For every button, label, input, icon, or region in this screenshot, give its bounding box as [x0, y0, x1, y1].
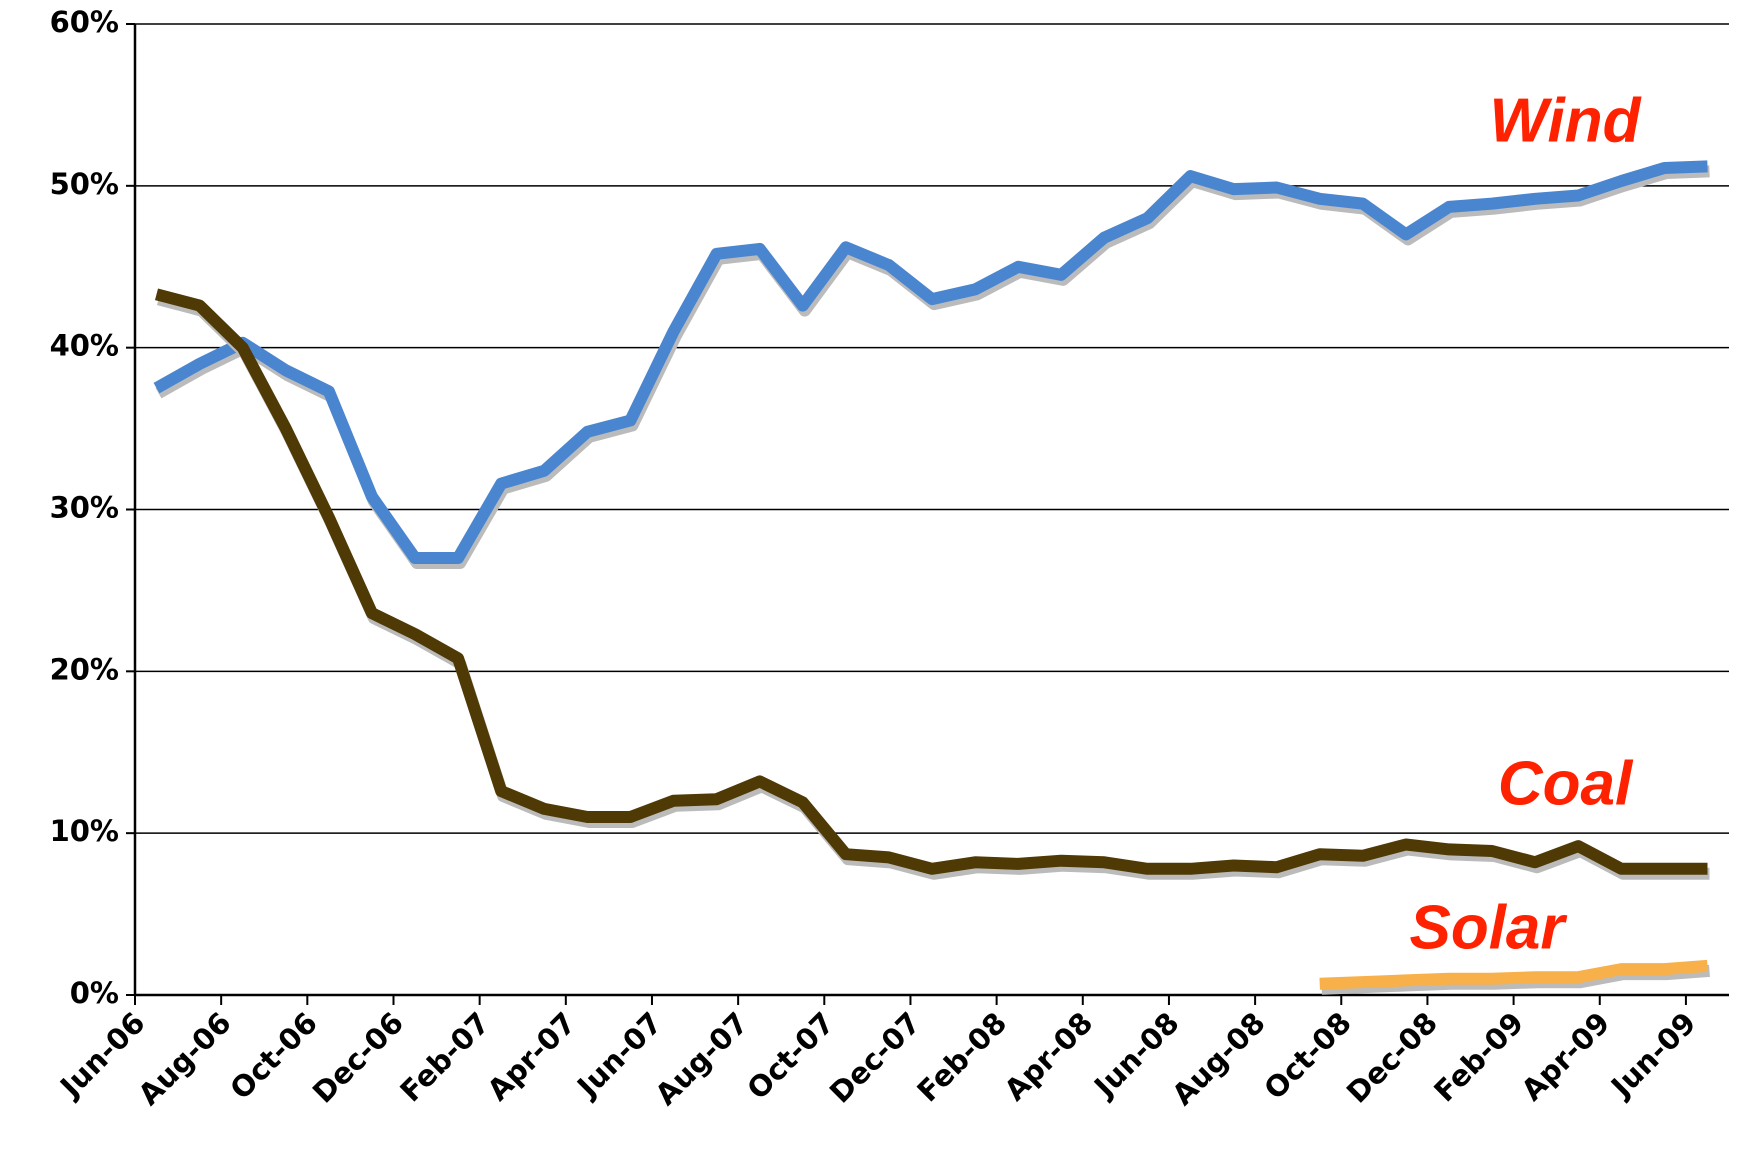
x-tick-label: Feb-07 — [393, 1006, 496, 1109]
y-tick-label: 0% — [70, 976, 119, 1010]
series-line — [1319, 959, 1708, 990]
x-tick-label: Dec-08 — [1340, 1006, 1444, 1110]
y-tick-label: 60% — [50, 5, 119, 39]
y-tick-label: 50% — [50, 167, 119, 201]
x-tick-label: Apr-08 — [998, 1006, 1100, 1108]
x-tick-label: Apr-07 — [481, 1006, 583, 1108]
series-label: Wind — [1490, 86, 1642, 155]
x-tick-label: Apr-09 — [1515, 1006, 1617, 1108]
x-tick-label: Oct-06 — [223, 1006, 323, 1106]
x-tick-label: Dec-06 — [306, 1006, 410, 1110]
x-tick-label: Oct-07 — [740, 1006, 840, 1106]
series-label: Coal — [1498, 749, 1634, 818]
x-tick-label: Jun-09 — [1603, 1006, 1702, 1105]
x-tick-label: Feb-08 — [910, 1006, 1013, 1109]
line-shadow — [155, 165, 1710, 569]
x-tick-label: Aug-08 — [1165, 1006, 1271, 1112]
line-shadow — [156, 293, 1710, 880]
y-tick-label: 20% — [50, 652, 119, 686]
series-label: Solar — [1409, 893, 1567, 962]
x-tick-label: Aug-06 — [132, 1006, 238, 1112]
x-tick-label: Aug-07 — [648, 1006, 754, 1112]
x-tick-label: Feb-09 — [1427, 1006, 1530, 1109]
series-line — [154, 288, 1708, 875]
y-tick-label: 10% — [50, 814, 119, 848]
x-tick-label: Dec-07 — [823, 1006, 927, 1110]
x-tick-label: Oct-08 — [1257, 1006, 1357, 1106]
y-tick-label: 40% — [50, 329, 119, 363]
series-line — [153, 160, 1708, 564]
y-tick-label: 30% — [50, 491, 119, 525]
